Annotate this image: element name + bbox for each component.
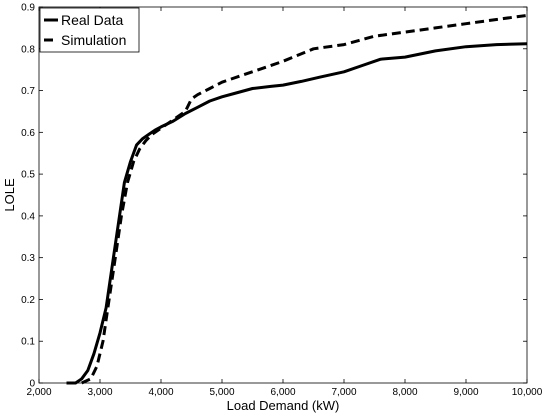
series-layer — [66, 13, 528, 385]
legend-box — [39, 7, 140, 53]
y-tick-label: 0.3 — [21, 253, 35, 264]
x-tick-label: 2,000 — [26, 387, 51, 398]
x-tick-label: 7,000 — [331, 387, 356, 398]
legend-label-real-data: Real Data — [61, 12, 123, 28]
legend-label-simulation: Simulation — [61, 32, 126, 48]
x-tick-label: 10,000 — [512, 387, 543, 398]
legend: Real Data Simulation — [39, 7, 140, 53]
plot-background — [39, 7, 527, 383]
ticks-layer: 2,000 3,000 4,000 5,000 6,000 7,000 8,000 9,000… — [21, 3, 543, 399]
y-tick-label: 0 — [29, 379, 35, 390]
x-tick-label: 4,000 — [148, 387, 173, 398]
y-tick-label: 0.1 — [21, 337, 35, 348]
y-tick-label: 0.9 — [21, 3, 35, 14]
x-tick-label: 3,000 — [87, 387, 112, 398]
x-tick-label: 8,000 — [392, 387, 417, 398]
x-tick-label: 6,000 — [270, 387, 295, 398]
y-tick-label: 0.6 — [21, 128, 35, 139]
y-tick-label: 0.7 — [21, 86, 35, 97]
y-tick-label: 0.2 — [21, 295, 35, 306]
x-tick-label: 5,000 — [209, 387, 234, 398]
y-tick-label: 0.5 — [21, 170, 35, 181]
x-axis-label: Load Demand (kW) — [227, 398, 340, 413]
y-tick-label: 0.8 — [21, 44, 35, 55]
y-axis-label: LOLE — [2, 178, 17, 212]
x-tick-label: 9,000 — [453, 387, 478, 398]
series-line-simulation — [81, 13, 528, 385]
y-tick-label: 0.4 — [21, 211, 35, 222]
series-line-real-data — [66, 42, 528, 385]
